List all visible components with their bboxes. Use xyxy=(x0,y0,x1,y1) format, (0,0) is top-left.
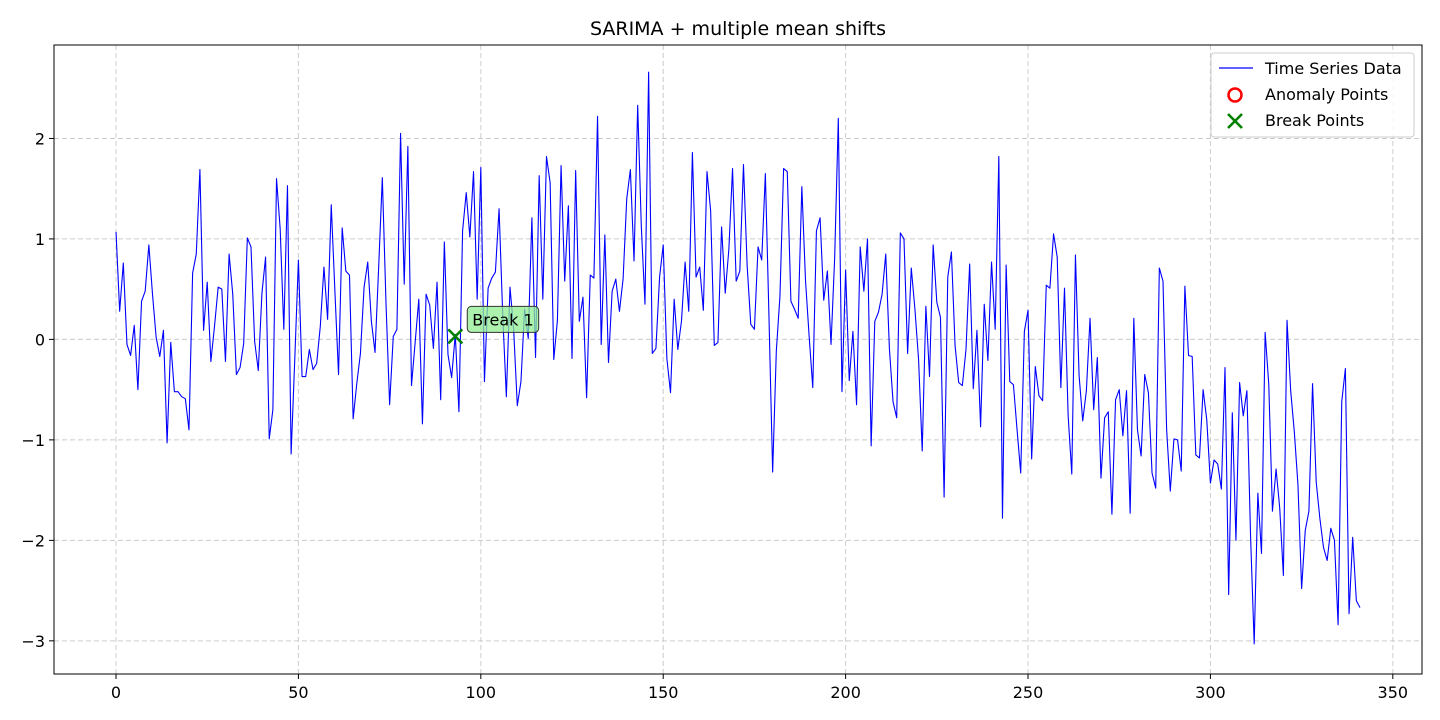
markers-layer: Break 1 xyxy=(447,305,540,345)
y-axis: −3 −2 −1 0 1 2 xyxy=(21,129,54,651)
break-annotation-box xyxy=(466,305,540,333)
legend-label-anomaly: Anomaly Points xyxy=(1265,85,1388,104)
series-layer xyxy=(115,71,1361,645)
x-tick-label: 150 xyxy=(648,683,679,702)
legend-label-series: Time Series Data xyxy=(1264,59,1402,78)
plot-frame xyxy=(53,44,1423,675)
x-tick-label: 250 xyxy=(1013,683,1044,702)
y-tick-label: 0 xyxy=(35,330,45,349)
legend-label-break: Break Points xyxy=(1265,111,1364,130)
legend-anomaly-marker xyxy=(1227,87,1243,103)
break-annotation: Break 1 xyxy=(466,305,540,333)
x-tick-label: 0 xyxy=(111,683,121,702)
x-tick-label: 350 xyxy=(1378,683,1409,702)
grid-lines xyxy=(54,45,1422,674)
chart-title: SARIMA + multiple mean shifts xyxy=(590,18,886,40)
x-axis: 0 50 100 150 200 250 300 350 xyxy=(111,674,1408,702)
y-tick-label: −1 xyxy=(21,431,45,450)
legend: Time Series Data Anomaly Points Break Po… xyxy=(1210,52,1415,138)
y-tick-label: −3 xyxy=(21,632,45,651)
x-tick-label: 100 xyxy=(466,683,497,702)
break-point-marker xyxy=(447,328,464,345)
legend-box xyxy=(1210,52,1415,138)
break-annotation-label: Break 1 xyxy=(472,310,533,329)
series-line-time-series-data xyxy=(115,71,1361,645)
x-tick-label: 300 xyxy=(1195,683,1226,702)
y-tick-label: −2 xyxy=(21,531,45,550)
x-tick-label: 200 xyxy=(830,683,861,702)
y-tick-label: 1 xyxy=(35,230,45,249)
x-tick-label: 50 xyxy=(288,683,308,702)
y-tick-label: 2 xyxy=(35,129,45,148)
legend-break-marker xyxy=(1227,113,1243,129)
